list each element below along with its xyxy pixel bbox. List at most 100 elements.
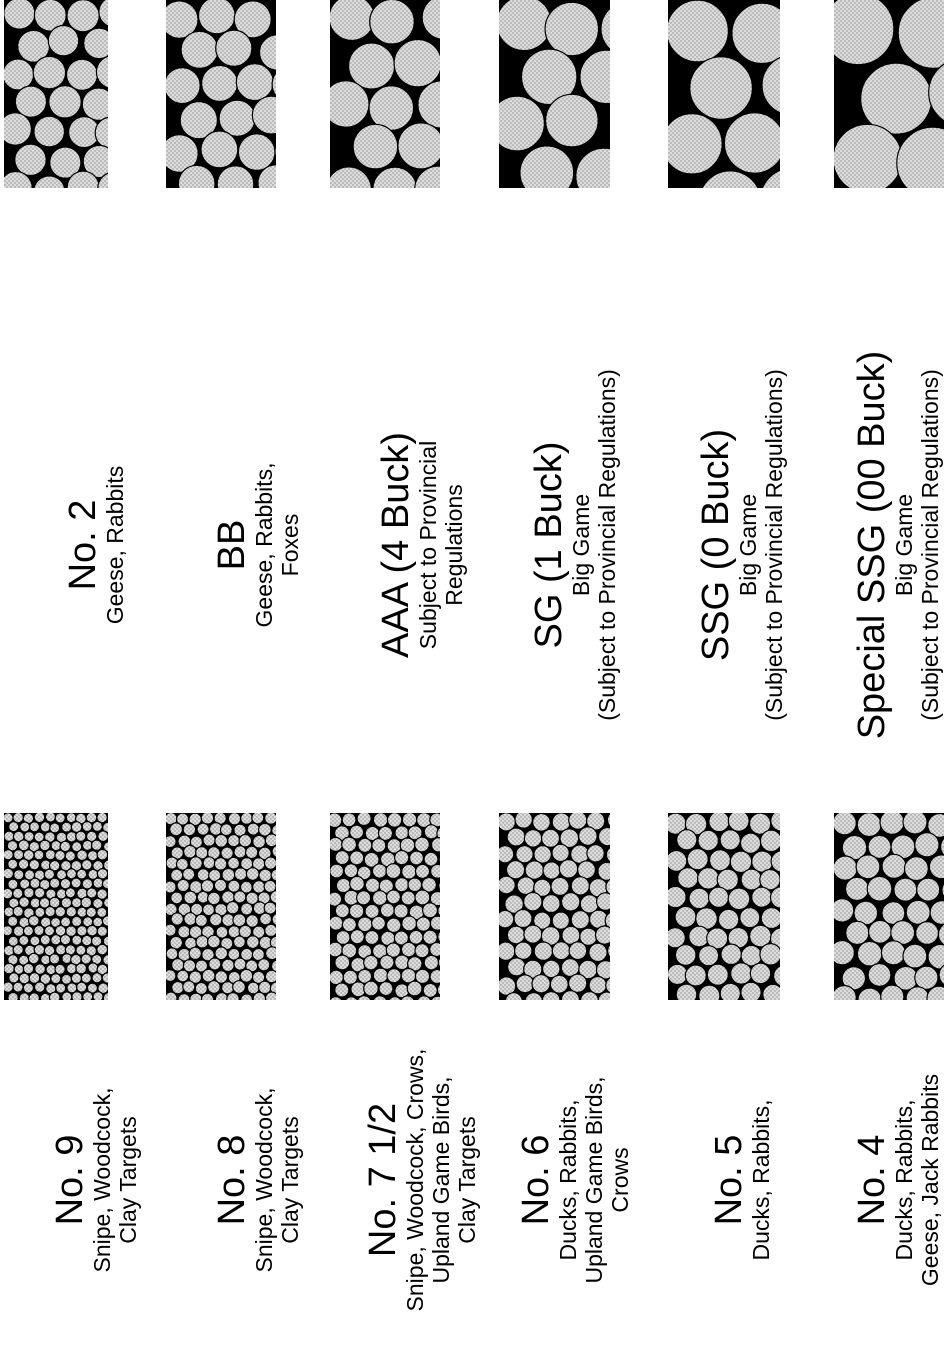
shot-pellet (379, 902, 395, 918)
shot-pellet (533, 941, 554, 961)
shot-pellet (356, 813, 372, 827)
shot-pellet (607, 943, 610, 958)
shot-pellet (668, 927, 686, 949)
shot-pellet (689, 56, 753, 120)
shot-pellet (33, 115, 66, 148)
shot-pellet (401, 863, 417, 880)
shot-pellet (4, 867, 14, 880)
shot-pellet (71, 841, 83, 853)
shot-pellet (97, 172, 108, 188)
shot-pellet (394, 849, 410, 866)
shot-pellet (605, 878, 610, 896)
shot-pellet (372, 995, 388, 1000)
shot-pellet (914, 965, 939, 990)
shot-pellet (169, 822, 184, 837)
shot-pellet (75, 830, 87, 843)
shot-pellet (429, 890, 440, 907)
shot-pellet (568, 973, 588, 993)
shot-pellet (220, 846, 234, 860)
shot-pellet (166, 947, 179, 961)
shot-pellet (541, 991, 561, 1000)
shot-pellet (54, 943, 67, 956)
shot-pellet (270, 868, 276, 882)
shot-pellet (896, 126, 944, 188)
shot-pellet (177, 164, 216, 188)
shot-pellet (550, 876, 570, 897)
shot-pellet (7, 858, 19, 870)
shot-pellet (252, 834, 267, 849)
shot-pellet (22, 982, 35, 994)
shot-pellet (76, 868, 88, 880)
shot-pellet (209, 912, 223, 927)
shot-pellet (668, 113, 723, 175)
shot-pellet (43, 868, 56, 880)
shot-pellet (182, 980, 196, 994)
shot-pellet (414, 165, 440, 188)
shot-pellet (759, 868, 780, 891)
shot-pellet (43, 944, 56, 957)
shot-pellet (233, 845, 247, 859)
shot-pellet (4, 112, 32, 146)
shot-pellet (902, 813, 928, 835)
shot-pellet (516, 876, 536, 896)
shot-pellet (701, 170, 759, 188)
shot-pellet (407, 825, 423, 841)
shot-pellet (6, 839, 19, 852)
shot-use-text: Foxes (277, 514, 303, 577)
shot-pellet (227, 856, 241, 870)
shot-pellet (96, 868, 108, 880)
shot-pellet (551, 813, 571, 832)
shot-pellet (66, 0, 100, 33)
shot-pellet (349, 929, 365, 945)
shot-pellet (264, 969, 276, 984)
shot-pellet (422, 902, 439, 919)
shot-pellet (81, 820, 93, 833)
shot-pellet (927, 813, 944, 838)
shot-pellet (520, 48, 578, 106)
shot-pellet (429, 941, 440, 958)
shot-pellet (180, 30, 219, 69)
shot-pellet (226, 992, 240, 1000)
shot-pellet-swatch (668, 813, 780, 1000)
shot-pellet (220, 981, 235, 995)
shot-pellet (200, 992, 215, 1000)
shot-pellet (13, 869, 25, 881)
shot-pellet (523, 924, 543, 944)
shot-pellet (65, 58, 99, 91)
shot-pellet (407, 877, 423, 893)
shot-pellet (259, 912, 273, 926)
shot-pellet (330, 863, 345, 879)
shot-pellet (867, 919, 892, 944)
shot-pellet (33, 981, 46, 993)
shot-pellet (200, 879, 215, 893)
shot-pellet (708, 813, 730, 833)
shot-pellet (47, 24, 80, 57)
shot-pellet (166, 67, 201, 105)
shot-pellet (54, 813, 66, 824)
shot-pellet (49, 146, 82, 179)
shot-pellet (257, 164, 276, 188)
shot-pellet (4, 962, 15, 975)
shot-pellet (727, 887, 751, 911)
shot-pellet (688, 887, 710, 910)
shot-pellet (169, 935, 184, 950)
shot-pellet (101, 972, 108, 984)
shot-pellet (385, 917, 402, 933)
shot-pellet (215, 29, 253, 67)
shot-pellet (48, 85, 82, 119)
shot-pellet (532, 813, 551, 832)
shot-use-text: Ducks, Rabbits, (891, 1099, 917, 1260)
shot-pellet (71, 934, 83, 946)
shot-pellet (54, 849, 66, 862)
shot-pellet (605, 846, 610, 863)
shot-pellet (716, 868, 740, 891)
shot-pellet (740, 868, 763, 891)
shot-pellet (252, 880, 266, 894)
shot-pellet (70, 896, 83, 909)
shot-pellet (206, 980, 221, 994)
shot-use-text: Snipe, Woodcock, Crows, (402, 1049, 428, 1312)
shot-pellet (856, 940, 883, 967)
shot-pellet (50, 972, 62, 985)
shot-pellet (245, 867, 260, 881)
